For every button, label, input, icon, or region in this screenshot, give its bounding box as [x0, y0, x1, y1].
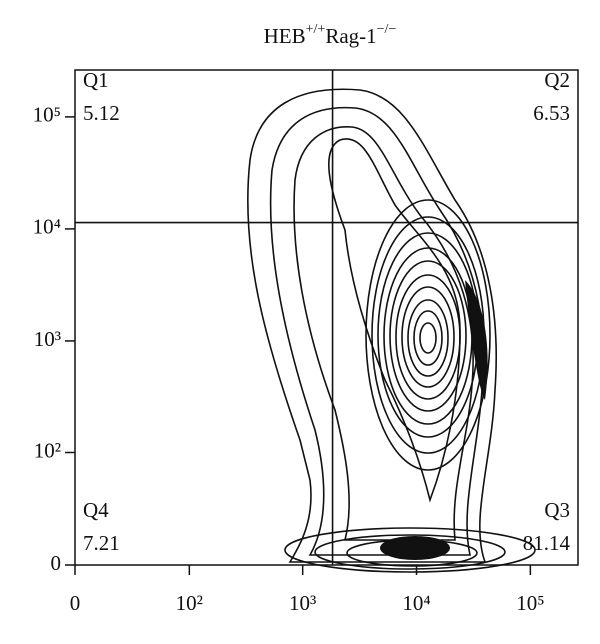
- y-tick-label: 10⁵: [33, 103, 61, 127]
- y-tick-label: 10³: [34, 327, 61, 351]
- quadrant-value: 5.12: [83, 101, 120, 125]
- quadrant-value: 7.21: [83, 531, 120, 555]
- quadrant-name: Q4: [83, 498, 109, 522]
- contours: [247, 88, 536, 573]
- x-tick-label: 10²: [176, 591, 203, 615]
- quadrant-value: 81.14: [523, 531, 571, 555]
- quadrant-name: Q2: [544, 68, 570, 92]
- chart-title: HEB+/+Rag-1−/−: [264, 22, 397, 48]
- plot-frame: [74, 69, 579, 566]
- x-tick-label: 0: [70, 591, 81, 615]
- title-sup: +/+: [306, 22, 326, 37]
- y-tick-label: 10²: [34, 438, 61, 462]
- title-part: HEB: [264, 24, 306, 48]
- x-tick-label: 10⁴: [402, 591, 430, 615]
- title-part: Rag-1: [325, 24, 376, 48]
- x-tick-label: 10³: [289, 591, 316, 615]
- quadrant-value: 6.53: [533, 101, 570, 125]
- quadrant-name: Q1: [83, 68, 109, 92]
- y-tick-label: 10⁴: [33, 215, 61, 239]
- x-tick-label: 10⁵: [516, 591, 544, 615]
- title-sup: −/−: [377, 22, 397, 37]
- quadrant-name: Q3: [544, 498, 570, 522]
- y-tick-label: 0: [51, 551, 62, 575]
